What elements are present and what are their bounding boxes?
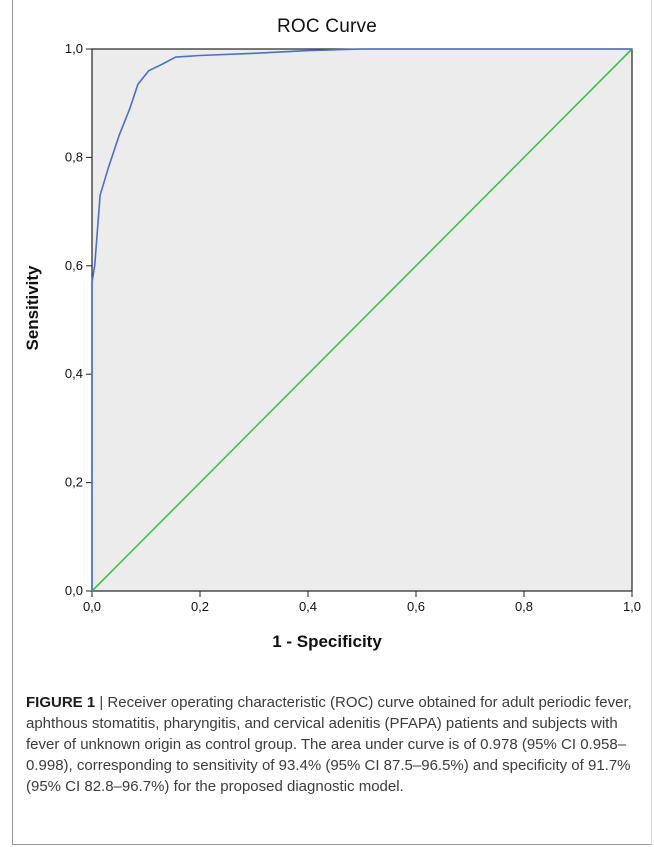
chart-svg: 0,00,0 0,2 0,2 0,4 0,4 0,6 0,6 0,8 0,8 1,0 1,0 xyxy=(65,41,641,614)
y-tick-label: 1,0 xyxy=(65,41,83,56)
caption-label: FIGURE 1 xyxy=(26,694,96,711)
roc-chart: ROC Curve 0,0 0,0 0,2 0,2 0,4 0,4 0,6 0,6 0,8 0,8… xyxy=(23,16,641,651)
y-tick-label: 0,6 xyxy=(65,258,83,273)
chart-title: ROC Curve xyxy=(277,16,377,37)
caption-text: | Receiver operating characteristic (ROC… xyxy=(26,694,632,795)
y-tick-label: 0,2 xyxy=(65,475,83,490)
x-tick-label: 0,0 xyxy=(83,599,101,614)
y-tick-label: 0,8 xyxy=(65,149,83,164)
x-tick-label: 0,8 xyxy=(515,599,533,614)
roc-curve-line xyxy=(91,48,632,591)
figure-caption: FIGURE 1 | Receiver operating characteri… xyxy=(26,692,634,797)
reference-diagonal-line xyxy=(91,48,633,592)
x-tick-label: 0,6 xyxy=(407,599,425,614)
figure-frame xyxy=(12,0,652,845)
x-axis-label: 1 - Specificity xyxy=(272,632,382,651)
x-tick-label: 0,2 xyxy=(191,599,209,614)
y-tick-label: 0,4 xyxy=(65,366,83,381)
x-tick-label: 0,4 xyxy=(299,599,317,614)
x-tick-label: 1,0 xyxy=(623,599,641,614)
y-axis-label: Sensitivity xyxy=(23,265,42,351)
y-tick-label: 0,0 xyxy=(65,583,83,598)
